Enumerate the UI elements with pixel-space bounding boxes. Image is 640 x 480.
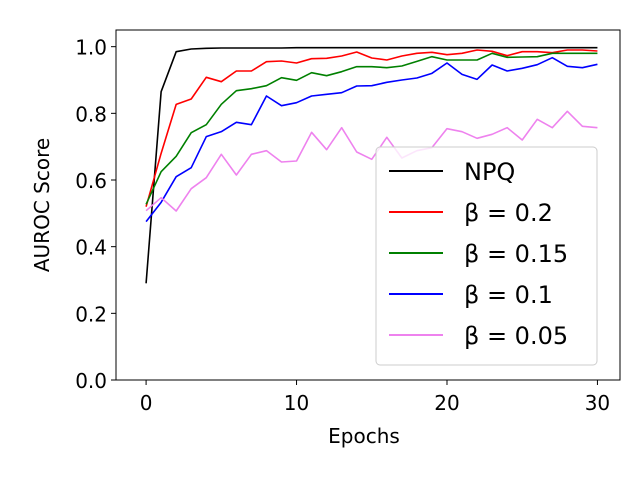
series-line-3: [145, 56, 598, 223]
x-tick-label: 20: [434, 391, 459, 415]
legend-label: β = 0.2: [464, 199, 553, 227]
series-line-2: [145, 52, 598, 205]
legend-label: β = 0.1: [464, 281, 553, 309]
y-tick-label: 0.4: [75, 236, 107, 260]
legend-label: NPQ: [464, 158, 515, 186]
legend-label: β = 0.05: [464, 322, 568, 350]
legend-frame: [375, 146, 598, 366]
legend-label: β = 0.15: [464, 240, 568, 268]
legend: NPQ β = 0.2 β = 0.15 β = 0.1 β = 0.05: [375, 146, 598, 366]
x-tick-label: 0: [140, 391, 153, 415]
series-layer: [145, 46, 598, 284]
series-line-4: [145, 110, 598, 212]
x-axis-label: Epochs: [328, 424, 400, 448]
y-tick-label: 0.6: [75, 169, 107, 193]
y-tick-label: 1.0: [75, 36, 107, 60]
x-axis: 0 10 20 30: [140, 380, 610, 415]
x-tick-label: 30: [585, 391, 610, 415]
y-axis-label: AUROC Score: [30, 138, 54, 272]
y-tick-label: 0.2: [75, 302, 107, 326]
series-line-1: [145, 49, 598, 207]
x-tick-label: 10: [284, 391, 309, 415]
y-tick-label: 0.8: [75, 102, 107, 126]
plot-frame: [115, 29, 621, 381]
series-line-0: [145, 46, 598, 284]
y-tick-label: 0.0: [75, 369, 107, 393]
y-axis: 0.0 0.2 0.4 0.6 0.8 1.0: [75, 36, 116, 393]
